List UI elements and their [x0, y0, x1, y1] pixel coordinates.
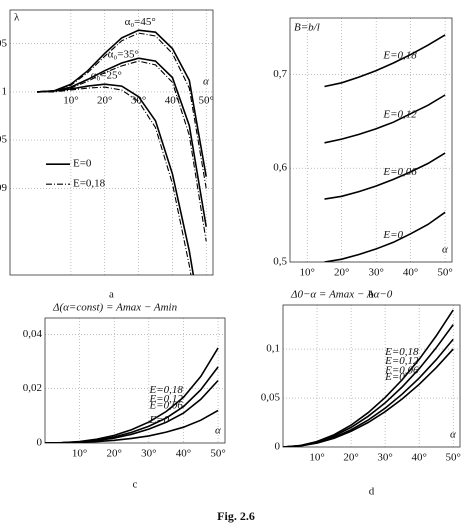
x-tick-label: 40°	[411, 452, 426, 464]
curve	[283, 324, 454, 447]
curve-label: α₀=25°	[91, 70, 122, 82]
x-tick-label: 20°	[107, 448, 122, 460]
x-axis-label: α	[215, 425, 221, 437]
curve	[45, 347, 219, 443]
series-label: E=0,18	[382, 50, 417, 62]
x-tick-label: 50°	[210, 448, 225, 460]
y-tick-label: 0,5	[273, 256, 287, 268]
series-label: E=0	[148, 414, 169, 426]
plot-frame	[44, 317, 226, 444]
x-axis-label: α	[442, 244, 448, 256]
chart-title: B=b/l	[294, 22, 320, 34]
lines	[324, 34, 446, 262]
x-tick-label: 10°	[309, 452, 324, 464]
x-tick-label: 30°	[141, 448, 156, 460]
panel-label: a	[109, 289, 114, 301]
curve	[324, 211, 446, 262]
series-label: E=0,18	[148, 384, 183, 396]
series-label: E=0	[384, 371, 405, 383]
x-tick-label: 10°	[300, 267, 315, 279]
y-tick-label: 0,1	[266, 343, 280, 355]
curve	[37, 32, 207, 189]
x-tick-label: 20°	[97, 94, 112, 106]
series-label: E=0,18	[384, 346, 419, 358]
plot-frame	[282, 304, 461, 448]
curve-label: α₀=45°	[125, 16, 156, 28]
panel-label: b	[368, 289, 374, 301]
curve	[37, 60, 207, 242]
chart-title: Δ(α=const) = Amax − Amin	[52, 302, 178, 314]
x-tick-label: 10°	[72, 448, 87, 460]
x-tick-label: 30°	[368, 267, 383, 279]
x-tick-label: 30°	[377, 452, 392, 464]
caption: Fig. 2.6	[217, 509, 255, 523]
x-tick-label: 10°	[63, 94, 78, 106]
x-tick-label: 50°	[445, 452, 460, 464]
x-tick-label: 50°	[437, 267, 452, 279]
curve	[283, 309, 454, 447]
y-tick-label: 0,995	[0, 134, 8, 146]
curve	[37, 57, 207, 227]
legend-label: E=0	[73, 158, 92, 170]
series-label: E=0,12	[382, 109, 417, 121]
curve	[45, 379, 219, 443]
curve	[45, 409, 219, 443]
curve	[45, 366, 219, 443]
curve	[37, 86, 192, 275]
y-tick-label: 1,005	[0, 37, 8, 49]
x-tick-label: 40°	[176, 448, 191, 460]
y-tick-label: 0,05	[261, 392, 281, 404]
y-tick-label: 0,99	[0, 182, 8, 194]
series-label: E=0,06	[384, 365, 419, 377]
series-label: E=0,12	[148, 393, 183, 405]
y-tick-label: 0	[275, 441, 281, 453]
x-tick-label: 20°	[334, 267, 349, 279]
legend-label: E=0,18	[73, 178, 106, 190]
curve	[324, 152, 446, 200]
curve-label: α₀=35°	[108, 49, 139, 61]
curve	[37, 29, 207, 177]
x-tick-label: 40°	[403, 267, 418, 279]
x-tick-label: 40°	[165, 94, 180, 106]
series-label: E=0	[382, 229, 403, 241]
lines	[45, 347, 219, 443]
curve	[324, 94, 446, 144]
x-axis-label: α	[203, 75, 209, 87]
plot-frame	[289, 17, 453, 263]
y-tick-label: 0,7	[273, 68, 287, 80]
panel-label: d	[369, 486, 375, 498]
series-label: E=0,12	[384, 355, 419, 367]
curve	[37, 83, 195, 275]
y-tick-label: 0,02	[23, 382, 42, 394]
x-axis-label: α	[450, 429, 456, 441]
series-label: E=0,06	[148, 400, 183, 412]
curve	[283, 338, 454, 447]
x-tick-label: 50°	[199, 94, 214, 106]
y-tick-label: 1	[2, 85, 8, 97]
chart-title: Δ0−α = Amax − Aα−0	[290, 289, 393, 301]
y-tick-label: 0	[37, 437, 43, 449]
lines	[37, 29, 207, 275]
lines	[283, 309, 454, 447]
y-axis-label: λ	[14, 12, 20, 24]
plot-frame	[9, 9, 214, 276]
curve	[324, 34, 446, 88]
panel-label: c	[133, 479, 138, 491]
series-label: E=0,06	[382, 166, 417, 178]
x-tick-label: 20°	[343, 452, 358, 464]
y-tick-label: 0,6	[273, 162, 287, 174]
y-tick-label: 0,04	[23, 328, 43, 340]
